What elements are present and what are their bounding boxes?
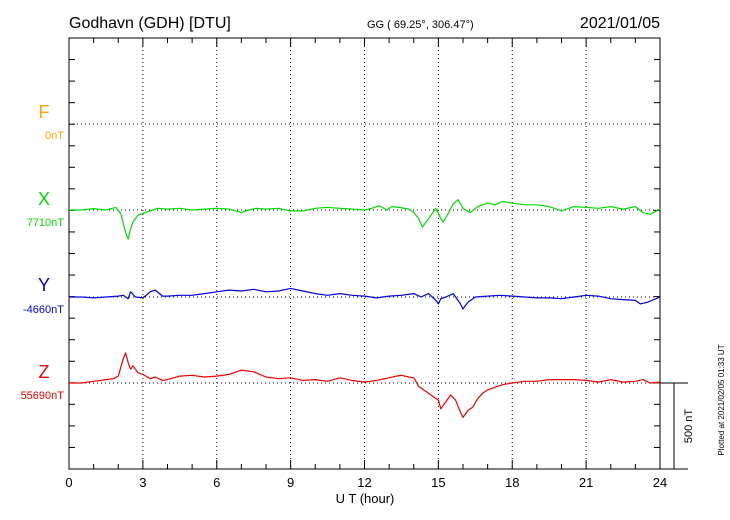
x-tick-label-21: 21	[579, 475, 593, 490]
x-tick-label-6: 6	[213, 475, 220, 490]
plotted-at-note: Plotted at 2021/02/05 01:33 UT	[717, 344, 726, 455]
grid	[69, 38, 660, 469]
series-name-Y: Y	[38, 275, 50, 295]
station-title: Godhavn (GDH) [DTU]	[69, 15, 231, 32]
x-tick-label-24: 24	[653, 475, 667, 490]
series-line-Y	[69, 287, 661, 310]
x-tick-label-0: 0	[65, 475, 72, 490]
x-axis-label: U T (hour)	[336, 491, 395, 506]
channel-labels: F 0nT X 7710nT Y -4660nT Z 55690nT	[21, 102, 65, 402]
series-name-X: X	[38, 189, 50, 209]
series-baseline-X: 7710nT	[27, 217, 65, 229]
x-tick-label-18: 18	[505, 475, 519, 490]
x-tick-labels: 0 3 6 9 12 15 18 21 24	[65, 475, 667, 490]
series-lines	[69, 199, 661, 418]
series-line-Z	[69, 352, 661, 418]
axis-ticks	[68, 37, 661, 470]
series-line-X	[69, 199, 661, 240]
series-name-F: F	[39, 102, 50, 122]
x-tick-label-3: 3	[139, 475, 146, 490]
series-baseline-Z: 55690nT	[21, 390, 65, 402]
series-baseline-Y: -4660nT	[23, 304, 64, 316]
x-tick-label-12: 12	[357, 475, 371, 490]
date-label: 2021/01/05	[580, 15, 660, 32]
scale-bar-label: 500 nT	[683, 409, 695, 444]
coordinates-label: GG ( 69.25°, 306.47°)	[367, 19, 474, 31]
x-tick-label-15: 15	[431, 475, 445, 490]
x-tick-label-9: 9	[287, 475, 294, 490]
series-baseline-F: 0nT	[45, 130, 64, 142]
series-name-Z: Z	[39, 362, 50, 382]
scale-bar: 500 nT	[660, 382, 695, 470]
